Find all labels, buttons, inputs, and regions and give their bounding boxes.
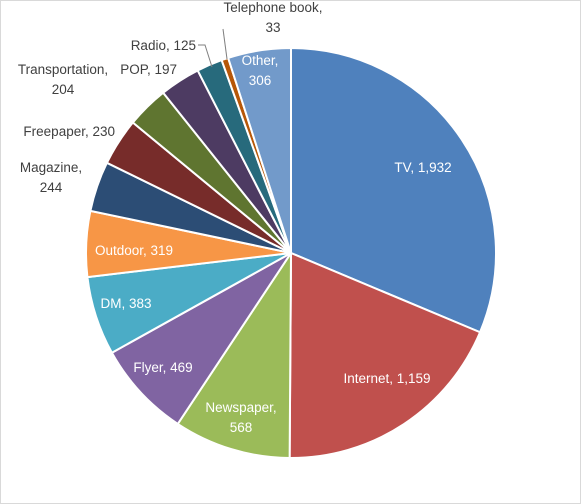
- data-label-radio: Radio, 125: [131, 38, 196, 53]
- leader-line-radio: [198, 44, 213, 68]
- data-label-internet: Internet, 1,159: [343, 371, 430, 386]
- data-label-telephone-book: Telephone book, 33: [223, 1, 322, 35]
- data-label-other: Other, 306: [242, 53, 279, 88]
- data-label-outdoor: Outdoor, 319: [95, 243, 173, 258]
- pie-slice-tv: [290, 46, 497, 334]
- pie-slice-internet: [288, 251, 482, 460]
- pie-slice-other: [226, 46, 292, 254]
- data-label-pop: POP, 197: [120, 62, 177, 77]
- data-label-magazine: Magazine, 244: [20, 160, 82, 195]
- leader-line-telephone-book: [222, 28, 228, 60]
- leader-lines: [198, 28, 228, 68]
- data-label-tv: TV, 1,932: [394, 160, 451, 175]
- pie-slice-newspaper: [176, 249, 293, 460]
- data-label-transportation: Transportation, 204: [18, 62, 108, 97]
- pie-slices: [85, 46, 497, 460]
- pie-slice-flyer: [110, 252, 292, 426]
- data-label-dm: DM, 383: [100, 296, 151, 311]
- data-label-freepaper: Freepaper, 230: [23, 124, 115, 139]
- data-label-flyer: Flyer, 469: [133, 360, 192, 375]
- data-label-newspaper: Newspaper, 568: [205, 400, 276, 435]
- data-labels: TV, 1,932 Internet, 1,159 Newspaper, 568 Fly…: [18, 1, 452, 435]
